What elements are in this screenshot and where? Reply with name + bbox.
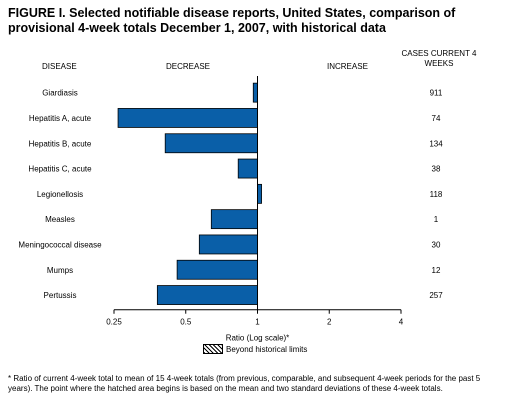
cases-value: 257 <box>429 291 443 300</box>
hatched-legend-swatch <box>203 344 223 354</box>
category-label: Measles <box>45 215 75 224</box>
x-tick-label: 4 <box>399 318 404 327</box>
cases-value: 1 <box>434 215 439 224</box>
legend-label: Beyond historical limits <box>226 345 308 354</box>
cases-value: 134 <box>429 139 443 148</box>
cases-column-header: CASES CURRENT 4 WEEKS <box>401 49 477 68</box>
category-label: Giardiasis <box>42 89 78 98</box>
bar <box>252 82 258 103</box>
x-axis-label: Ratio (Log scale)* <box>226 334 290 343</box>
bar <box>156 285 258 305</box>
footnote: * Ratio of current 4-week total to mean … <box>8 374 481 393</box>
x-tick-label: 1 <box>255 318 260 327</box>
category-label: Legionellosis <box>37 190 83 199</box>
cases-value: 12 <box>432 266 441 275</box>
category-label: Pertussis <box>44 291 77 300</box>
bar <box>237 158 258 179</box>
bar <box>164 133 258 154</box>
category-label: Mumps <box>47 266 73 275</box>
disease-column-header: DISEASE <box>42 62 77 71</box>
figure-title: FIGURE I. Selected notifiable disease re… <box>8 6 456 35</box>
bar <box>198 234 258 255</box>
cases-value: 118 <box>430 190 443 199</box>
cases-value: 30 <box>432 240 441 249</box>
bar <box>257 183 262 204</box>
increase-header: INCREASE <box>327 62 368 71</box>
x-tick-label: 0.25 <box>106 318 122 327</box>
cases-value: 911 <box>430 89 443 98</box>
bar <box>117 108 258 128</box>
cases-value: 38 <box>432 165 441 174</box>
x-tick-label: 2 <box>327 318 332 327</box>
x-tick-label: 0.5 <box>180 318 192 327</box>
decrease-header: DECREASE <box>166 62 211 71</box>
category-label: Hepatitis A, acute <box>29 114 92 123</box>
bar <box>176 259 258 280</box>
cases-value: 74 <box>432 114 441 123</box>
category-label: Meningococcal disease <box>18 240 102 249</box>
category-label: Hepatitis B, acute <box>29 139 92 148</box>
bar <box>210 209 258 230</box>
category-label: Hepatitis C, acute <box>28 165 92 174</box>
